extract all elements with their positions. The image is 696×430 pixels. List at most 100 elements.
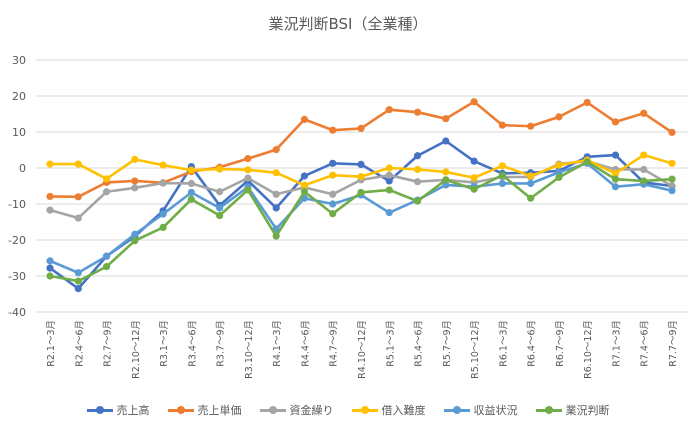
data-point [102,188,111,196]
legend-swatch [86,405,113,414]
data-point [385,209,393,217]
data-point [102,175,111,183]
data-point [442,176,450,184]
legend-label: 売上高 [116,404,150,417]
data-point [470,174,478,182]
data-point [102,252,111,260]
data-point [329,171,337,179]
data-point [300,115,309,123]
data-point [272,146,280,154]
data-point [640,109,648,117]
legend-label: 業況判断 [565,404,610,417]
data-point [498,121,506,129]
data-point [74,193,82,201]
x-tick-label: R2.10～12月 [131,320,142,379]
x-tick-label: R2.4～6月 [74,320,85,367]
data-point [442,137,450,145]
x-tick-label: R7.1～3月 [611,320,622,367]
data-point [74,269,82,277]
x-tick-label: R4.4～6月 [300,320,311,367]
data-point [74,285,82,293]
data-point [74,277,82,285]
data-point [527,194,535,202]
legend-item: 売上高 [86,402,150,418]
x-tick-label: R7.4～6月 [640,320,651,367]
data-point [300,172,309,180]
data-point [329,200,337,208]
legend-label: 売上単価 [197,404,242,417]
y-tick-label: 0 [19,162,26,175]
legend-item: 売上単価 [167,402,242,418]
x-tick-label: R3.7～9月 [216,320,227,367]
data-point [385,171,393,179]
x-tick-label: R4.7～9月 [329,320,340,367]
legend-label: 借入難度 [381,404,426,417]
data-point [470,157,478,165]
data-point [159,179,167,187]
data-point [187,195,195,203]
data-point [300,181,309,189]
x-tick-label: R2.1～3月 [46,320,57,367]
data-point [102,263,111,271]
data-point [611,118,620,126]
data-point [300,188,309,196]
data-point [216,204,224,212]
legend-item: 借入難度 [351,402,426,418]
data-point [413,197,422,205]
legend-label: 資金繰り [289,404,334,417]
y-tick-label: -20 [8,234,26,247]
data-point [272,232,280,240]
data-point [74,160,82,168]
y-tick-label: -30 [8,270,26,283]
data-point [329,159,337,167]
data-point [46,160,54,168]
data-point [272,190,280,198]
data-point [668,187,676,195]
data-point [442,181,450,189]
data-point [442,115,450,123]
data-point [611,175,620,183]
data-point [244,155,252,163]
x-tick-label: R5.4～6月 [414,320,425,367]
data-point [498,179,506,188]
data-point [272,169,280,177]
legend-swatch [167,405,194,414]
data-point [329,190,337,198]
data-point [357,124,365,132]
x-tick-label: R6.1～3月 [498,320,509,367]
data-point [527,122,535,130]
data-point [527,179,535,188]
data-point [357,188,365,197]
data-point [187,166,195,174]
chart-legend: 売上高 売上単価 資金繰り 借入難度 収益状況 業況判断 [0,402,696,418]
data-point [498,171,506,179]
data-point [131,155,139,163]
y-tick-label: 20 [12,90,26,103]
data-point [216,165,224,173]
y-tick-label: 30 [12,54,26,67]
data-point [442,168,450,176]
data-point [385,177,393,185]
x-tick-label: R5.7～9月 [442,320,453,367]
data-point [244,166,252,174]
data-point [668,159,676,167]
y-tick-label: -40 [8,306,26,319]
data-point [216,188,224,196]
legend-label: 収益状況 [473,404,518,417]
y-tick-label: 10 [12,126,26,139]
x-tick-label: R5.10～12月 [470,320,481,379]
data-point [357,160,365,168]
x-tick-label: R5.1～3月 [385,320,396,367]
x-tick-label: R6.4～6月 [527,320,538,367]
data-point [640,165,648,174]
data-point [413,165,422,174]
data-point [640,177,648,185]
y-tick-label: -10 [8,198,26,211]
data-point [470,98,478,106]
data-point [413,108,422,116]
data-point [159,161,167,169]
data-point [46,264,54,272]
data-point [244,174,252,182]
data-point [46,272,54,280]
data-point [357,173,365,181]
